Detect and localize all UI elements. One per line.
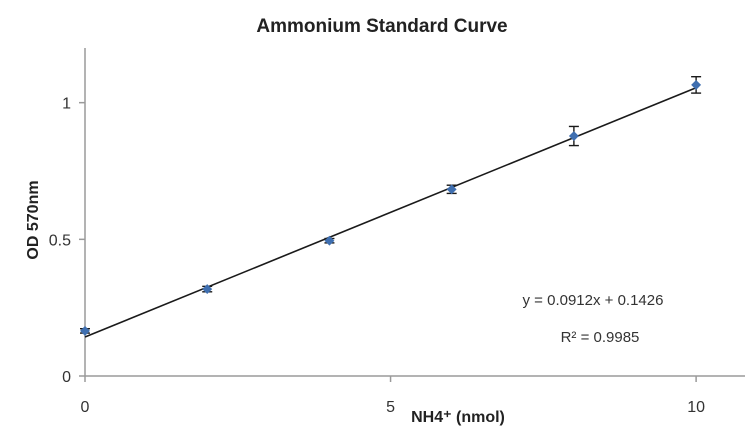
data-points (80, 79, 702, 336)
y-tick-label: 0 (62, 369, 71, 386)
x-axis-label: NH4⁺ (nmol) (411, 409, 505, 426)
x-tick-label: 0 (81, 399, 90, 416)
data-point (324, 235, 335, 246)
axis-ticks (79, 101, 697, 382)
trend-line (84, 87, 697, 338)
tick-labels: 00.510 5 10 (49, 96, 705, 416)
data-point (568, 131, 579, 141)
data-point (446, 184, 457, 195)
data-point (80, 325, 90, 336)
x-tick-label: 5 (386, 399, 395, 416)
data-point (691, 79, 702, 90)
chart-title: Ammonium Standard Curve (256, 16, 507, 37)
r-squared-label: R² = 0.9985 (561, 329, 640, 346)
y-tick-label: 1 (62, 96, 71, 113)
y-axis-label: OD 570nm (25, 180, 42, 259)
data-point (202, 284, 213, 295)
x-tick-label: 10 (687, 399, 705, 416)
y-tick-label: 0.5 (49, 232, 71, 249)
trendline-equation: y = 0.0912x + 0.1426 (523, 292, 664, 309)
